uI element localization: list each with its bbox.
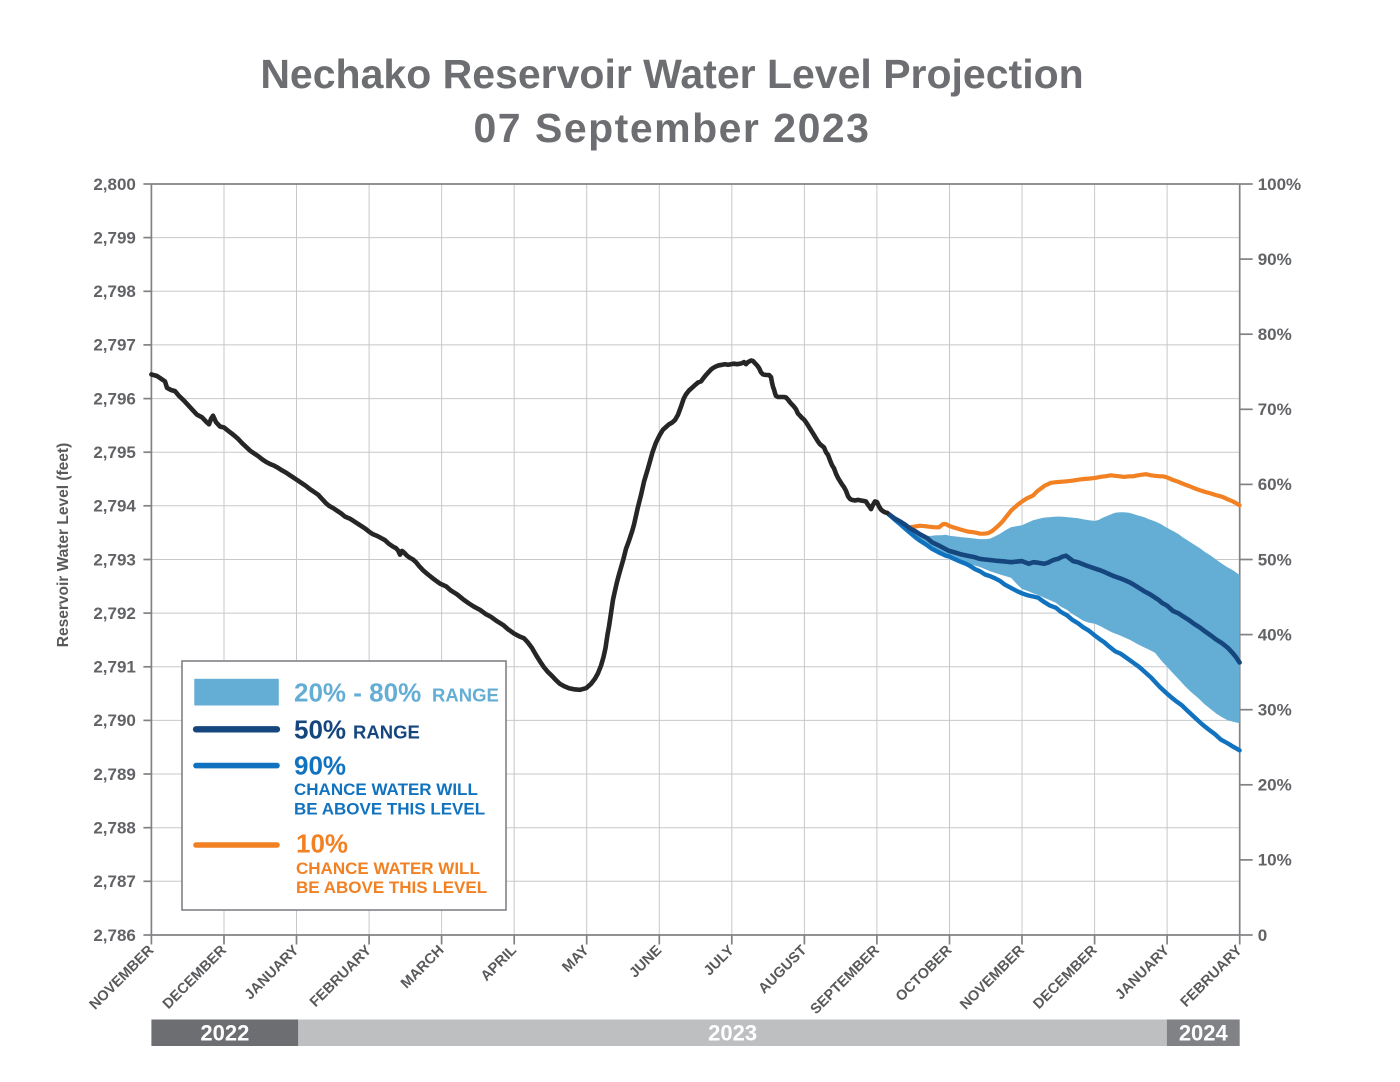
svg-text:07 September 2023: 07 September 2023 [473, 105, 870, 151]
svg-text:BE ABOVE THIS LEVEL: BE ABOVE THIS LEVEL [294, 800, 485, 819]
svg-text:2,794: 2,794 [93, 497, 136, 516]
svg-text:100%: 100% [1258, 175, 1301, 194]
svg-text:2,799: 2,799 [93, 228, 136, 247]
svg-text:2,796: 2,796 [93, 389, 136, 408]
svg-text:2,790: 2,790 [93, 711, 136, 730]
svg-text:Reservoir Water Level (feet): Reservoir Water Level (feet) [55, 443, 72, 647]
svg-text:20%: 20% [1258, 776, 1292, 795]
svg-text:2,786: 2,786 [93, 926, 136, 945]
svg-text:2,792: 2,792 [93, 604, 136, 623]
svg-text:CHANCE WATER WILL: CHANCE WATER WILL [294, 780, 478, 799]
svg-text:2022: 2022 [200, 1021, 249, 1046]
svg-text:2,800: 2,800 [93, 175, 136, 194]
svg-text:80%: 80% [1258, 325, 1292, 344]
svg-text:0: 0 [1258, 926, 1267, 945]
svg-text:2024: 2024 [1179, 1021, 1229, 1046]
svg-text:2,788: 2,788 [93, 819, 136, 838]
svg-text:90%: 90% [294, 751, 346, 781]
svg-text:40%: 40% [1258, 625, 1292, 644]
svg-text:RANGE: RANGE [353, 722, 420, 743]
svg-text:2,787: 2,787 [93, 872, 136, 891]
svg-text:30%: 30% [1258, 701, 1292, 720]
svg-text:2,789: 2,789 [93, 765, 136, 784]
svg-text:2023: 2023 [708, 1021, 757, 1046]
svg-text:2,798: 2,798 [93, 282, 136, 301]
svg-text:BE ABOVE THIS LEVEL: BE ABOVE THIS LEVEL [296, 878, 487, 897]
svg-text:60%: 60% [1258, 475, 1292, 494]
svg-text:10%: 10% [1258, 851, 1292, 870]
svg-text:2,793: 2,793 [93, 550, 136, 569]
svg-text:2,797: 2,797 [93, 336, 136, 355]
svg-text:50%: 50% [1258, 550, 1292, 569]
svg-text:Nechako Reservoir Water Level: Nechako Reservoir Water Level Projection [260, 51, 1083, 97]
svg-text:90%: 90% [1258, 250, 1292, 269]
svg-text:20% - 80%: 20% - 80% [294, 678, 421, 708]
svg-text:2,791: 2,791 [93, 658, 136, 677]
svg-text:70%: 70% [1258, 400, 1292, 419]
svg-text:10%: 10% [296, 828, 348, 858]
svg-text:50%: 50% [294, 715, 346, 745]
svg-text:2,795: 2,795 [93, 443, 136, 462]
svg-text:CHANCE WATER WILL: CHANCE WATER WILL [296, 859, 480, 878]
svg-text:RANGE: RANGE [432, 685, 499, 706]
